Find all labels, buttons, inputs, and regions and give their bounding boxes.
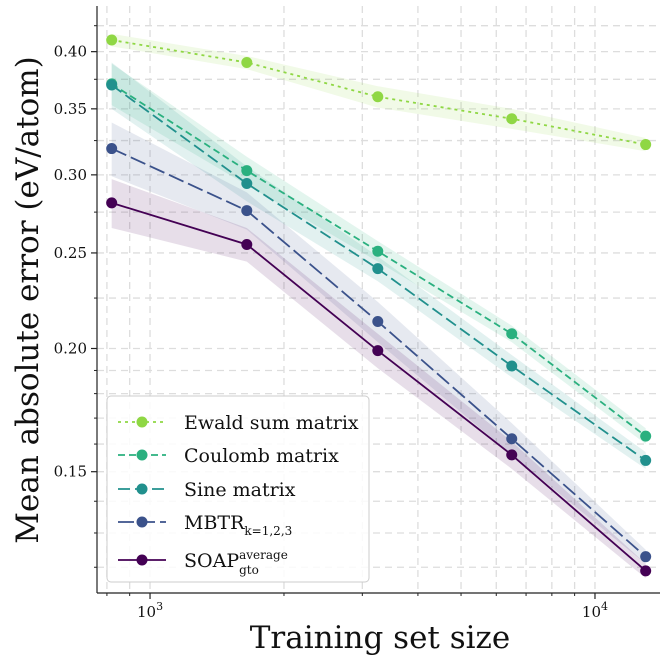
x-axis-title: Training set size <box>250 620 511 656</box>
data-point <box>241 56 253 68</box>
data-point <box>506 433 518 445</box>
legend-label: MBTRk=1,2,3 <box>184 512 292 538</box>
legend-label: Coulomb matrix <box>184 445 339 467</box>
legend-marker <box>136 554 148 566</box>
data-point <box>372 263 384 275</box>
legend-marker <box>136 416 148 428</box>
data-point <box>640 430 652 442</box>
y-tick-label: 0.15 <box>54 463 87 481</box>
legend-label: Sine matrix <box>184 479 296 501</box>
legend-frame <box>106 395 370 583</box>
data-point <box>241 165 253 177</box>
data-point <box>640 551 652 563</box>
y-ticks: 0.15 0.20 0.25 0.30 0.35 0.40 <box>54 25 97 568</box>
legend-marker <box>136 516 148 528</box>
data-point <box>372 316 384 328</box>
data-point <box>241 205 253 217</box>
series-markers <box>106 34 652 577</box>
data-point <box>640 454 652 466</box>
data-point <box>506 113 518 125</box>
y-tick-label: 0.25 <box>54 244 87 262</box>
data-point <box>640 565 652 577</box>
y-axis-title: Mean absolute error (eV/atom) <box>10 56 46 544</box>
legend-marker <box>136 449 148 461</box>
legend-label: SOAPaverage gto <box>184 548 288 577</box>
x-ticks: 103 104 <box>106 593 608 621</box>
data-point <box>506 328 518 340</box>
legend-marker <box>136 483 148 495</box>
data-point <box>106 143 118 155</box>
y-tick-label: 0.40 <box>54 43 87 61</box>
y-tick-label: 0.35 <box>54 100 87 118</box>
x-tick-label: 104 <box>582 600 608 621</box>
data-point <box>106 79 118 91</box>
data-point <box>506 360 518 372</box>
data-point <box>372 245 384 257</box>
data-point <box>106 34 118 46</box>
series-line <box>111 39 646 146</box>
data-point <box>506 449 518 461</box>
y-tick-label: 0.20 <box>54 339 87 357</box>
legend: Ewald sum matrix Coulomb matrix Sine matri… <box>106 395 370 583</box>
data-point <box>106 197 118 209</box>
data-point <box>372 91 384 103</box>
x-tick-label: 103 <box>137 600 163 621</box>
data-point <box>241 178 253 190</box>
data-point <box>372 345 384 357</box>
data-point <box>640 139 652 151</box>
y-tick-label: 0.30 <box>54 166 87 184</box>
data-point <box>241 238 253 250</box>
legend-label: Ewald sum matrix <box>184 412 359 434</box>
